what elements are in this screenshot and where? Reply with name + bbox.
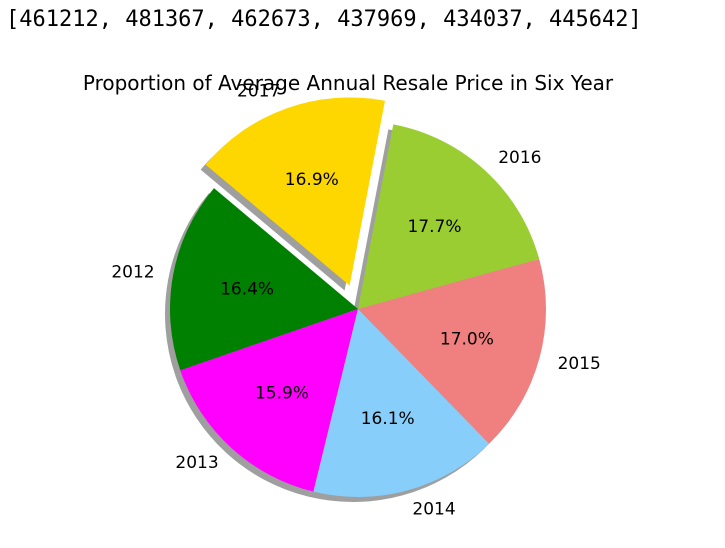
chart-title: Proportion of Average Annual Resale Pric… [83,71,614,95]
percent-label-2013: 15.9% [255,383,309,403]
percent-label-2016: 17.7% [407,217,461,237]
pie-slice-2016 [358,124,540,309]
slice-label-2015: 2015 [558,354,601,374]
percent-label-2014: 16.1% [361,409,415,429]
pie-slices [170,97,547,498]
pie-slice-2015 [358,258,547,444]
pie-labels: 2012 16.4% 2013 15.9% 2014 16.1% 2015 17.0% 2016… [111,82,601,520]
slice-label-2012: 2012 [111,262,154,282]
slice-label-2014: 2014 [412,500,455,520]
pie-slice-2013 [180,309,358,492]
percent-label-2012: 16.4% [220,280,274,300]
pie-slice-2014 [313,309,490,498]
cell-output-text: [461212, 481367, 462673, 437969, 434037,… [6,7,642,32]
slice-label-2016: 2016 [498,148,541,168]
pie-slice-2012 [170,188,358,371]
percent-label-2015: 17.0% [440,330,494,350]
pie-slice-2017 [205,97,385,286]
slice-label-2017: 2017 [237,82,280,102]
percent-label-2017: 16.9% [285,170,339,190]
slice-label-2013: 2013 [175,453,218,473]
